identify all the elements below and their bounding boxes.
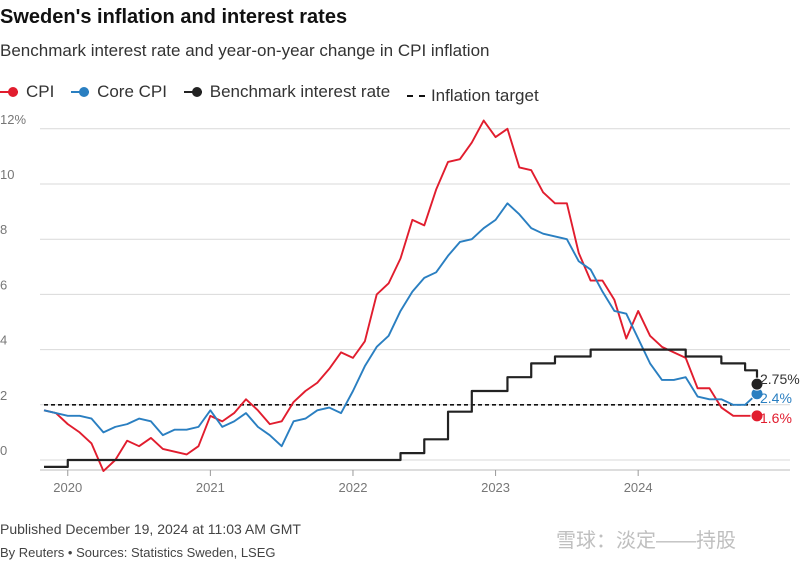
core-cpi-series-line xyxy=(43,202,758,448)
legend-item-benchmark: Benchmark interest rate xyxy=(183,82,391,102)
core-cpi-end-label: 2.4% xyxy=(760,390,792,406)
cpi-end-point xyxy=(750,409,764,423)
cpi-series-line xyxy=(43,119,757,472)
x-tick-label: 2023 xyxy=(481,480,510,495)
legend: CPI Core CPI Benchmark interest rate Inf… xyxy=(0,82,551,106)
benchmark-swatch-icon xyxy=(183,87,204,97)
chart-subtitle: Benchmark interest rate and year-on-year… xyxy=(0,41,490,60)
x-tick-label: 2020 xyxy=(53,480,82,495)
x-tick-label: 2024 xyxy=(624,480,653,495)
legend-label-cpi: CPI xyxy=(26,82,55,101)
legend-label-benchmark: Benchmark interest rate xyxy=(209,82,391,101)
y-tick-label: 10 xyxy=(0,167,14,182)
benchmark-series-line xyxy=(44,348,759,468)
cpi-swatch-icon xyxy=(0,87,20,97)
published-date: Published December 19, 2024 at 11:03 AM … xyxy=(0,521,301,537)
benchmark-end-label: 2.75% xyxy=(760,371,800,387)
y-tick-label: 4 xyxy=(0,333,7,348)
y-tick-label: 2 xyxy=(0,388,7,403)
y-tick-label: 6 xyxy=(0,277,7,292)
y-tick-label: 0 xyxy=(0,443,7,458)
legend-item-cpi: CPI xyxy=(0,82,54,102)
y-tick-label: 8 xyxy=(0,222,7,237)
core-cpi-swatch-icon xyxy=(71,87,91,97)
x-tick-label: 2022 xyxy=(339,480,368,495)
source-note: By Reuters • Sources: Statistics Sweden,… xyxy=(0,545,276,560)
x-tick-label: 2021 xyxy=(196,480,225,495)
legend-item-target: Inflation target xyxy=(406,86,539,106)
target-dash-icon xyxy=(406,95,425,97)
legend-label-core-cpi: Core CPI xyxy=(97,82,167,101)
chart-title: Sweden's inflation and interest rates xyxy=(0,6,348,28)
y-tick-label: 12% xyxy=(0,112,26,127)
benchmark-end-point xyxy=(750,377,764,391)
cpi-end-label: 1.6% xyxy=(760,410,792,426)
legend-item-core-cpi: Core CPI xyxy=(71,82,167,102)
watermark: 雪球：淡定——持股 xyxy=(556,530,736,552)
legend-label-target: Inflation target xyxy=(430,86,539,105)
